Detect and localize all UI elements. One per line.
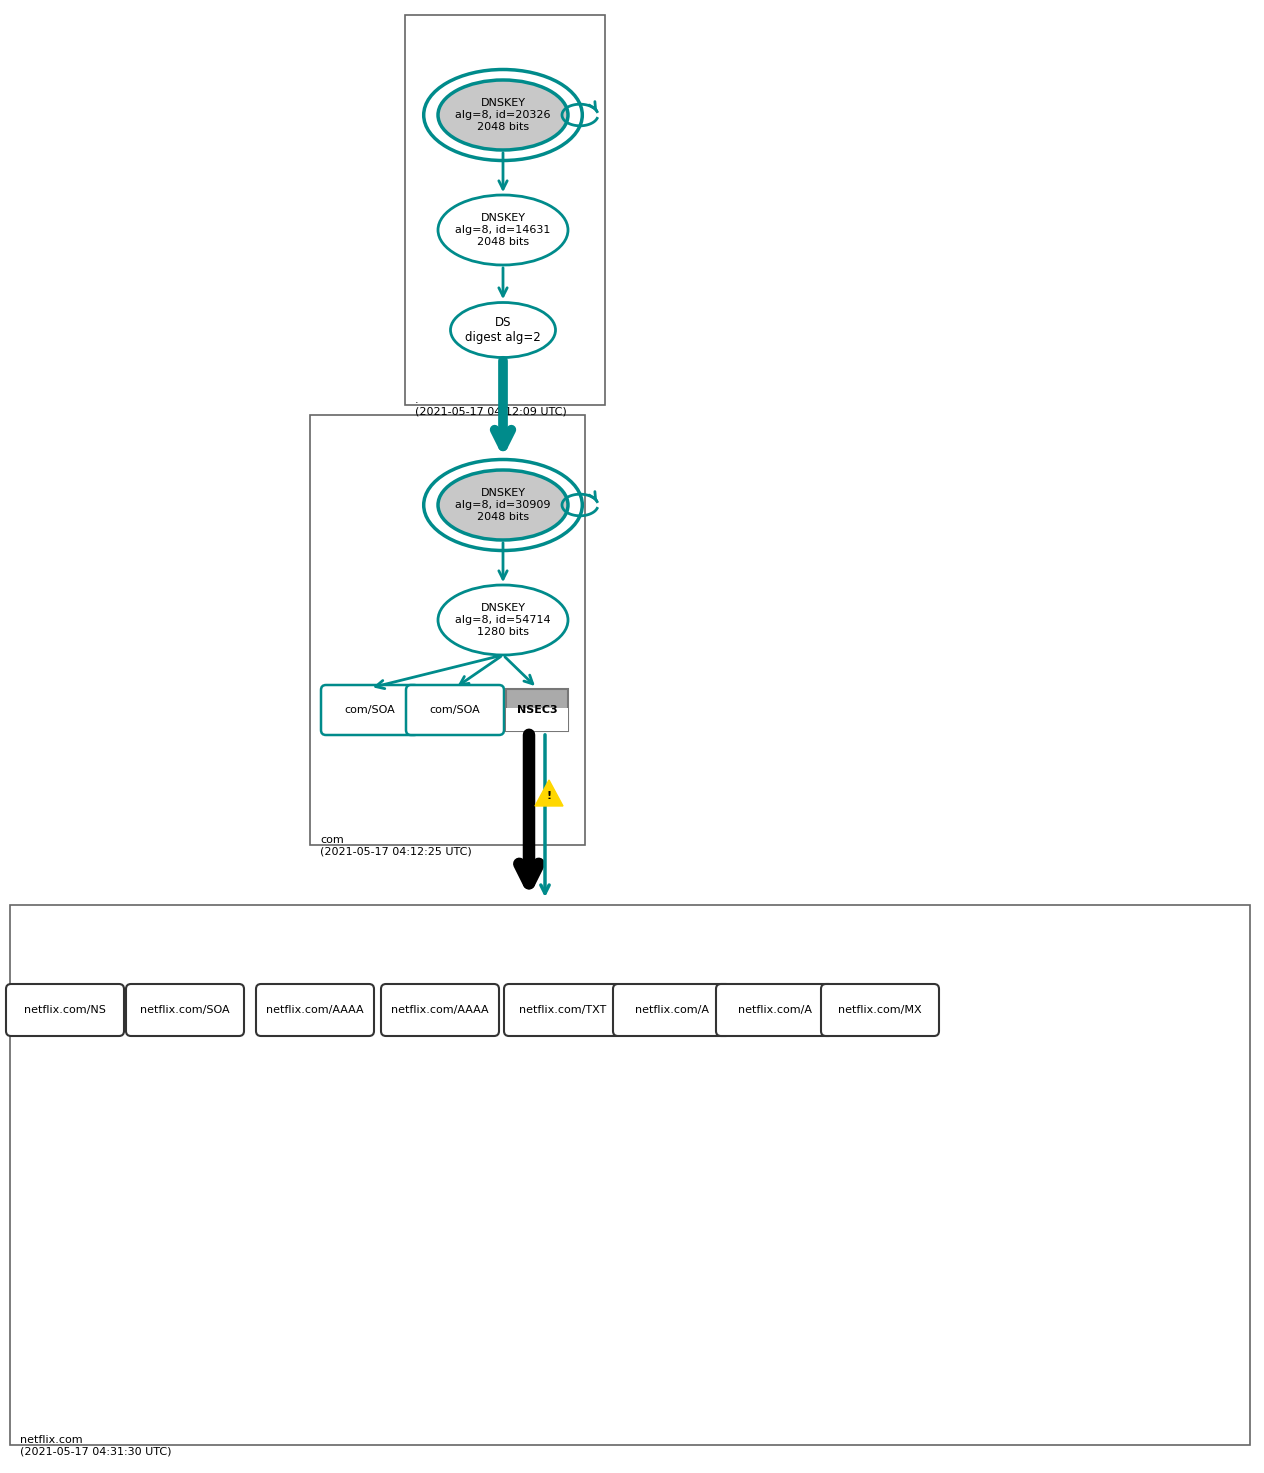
FancyBboxPatch shape <box>506 689 568 731</box>
FancyBboxPatch shape <box>126 984 244 1036</box>
Text: DNSKEY
alg=8, id=30909
2048 bits: DNSKEY alg=8, id=30909 2048 bits <box>455 489 551 521</box>
FancyBboxPatch shape <box>406 685 504 735</box>
Ellipse shape <box>439 80 568 150</box>
Text: com
(2021-05-17 04:12:25 UTC): com (2021-05-17 04:12:25 UTC) <box>320 835 471 857</box>
Text: DNSKEY
alg=8, id=54714
1280 bits: DNSKEY alg=8, id=54714 1280 bits <box>455 604 551 636</box>
Text: netflix.com/NS: netflix.com/NS <box>24 1005 106 1015</box>
Text: netflix.com/MX: netflix.com/MX <box>838 1005 921 1015</box>
Text: DNSKEY
alg=8, id=20326
2048 bits: DNSKEY alg=8, id=20326 2048 bits <box>455 99 551 131</box>
Text: netflix.com/A: netflix.com/A <box>635 1005 709 1015</box>
FancyBboxPatch shape <box>257 984 374 1036</box>
Text: netflix.com/AAAA: netflix.com/AAAA <box>267 1005 364 1015</box>
Text: com/SOA: com/SOA <box>430 706 480 714</box>
Text: netflix.com/SOA: netflix.com/SOA <box>140 1005 230 1015</box>
FancyBboxPatch shape <box>380 984 499 1036</box>
Text: NSEC3: NSEC3 <box>517 706 557 714</box>
FancyBboxPatch shape <box>613 984 731 1036</box>
Polygon shape <box>535 781 562 806</box>
Text: !: ! <box>546 791 551 801</box>
Ellipse shape <box>439 194 568 265</box>
Text: netflix.com
(2021-05-17 04:31:30 UTC): netflix.com (2021-05-17 04:31:30 UTC) <box>20 1435 172 1457</box>
FancyBboxPatch shape <box>310 415 585 846</box>
Ellipse shape <box>439 470 568 541</box>
FancyBboxPatch shape <box>10 904 1250 1445</box>
Text: netflix.com/A: netflix.com/A <box>738 1005 811 1015</box>
Text: DNSKEY
alg=8, id=14631
2048 bits: DNSKEY alg=8, id=14631 2048 bits <box>455 214 551 246</box>
FancyBboxPatch shape <box>321 685 418 735</box>
FancyBboxPatch shape <box>822 984 939 1036</box>
Ellipse shape <box>450 302 555 358</box>
Text: DS
digest alg=2: DS digest alg=2 <box>465 317 541 345</box>
Text: netflix.com/AAAA: netflix.com/AAAA <box>391 1005 489 1015</box>
Text: com/SOA: com/SOA <box>345 706 396 714</box>
FancyBboxPatch shape <box>404 15 605 405</box>
Text: netflix.com/TXT: netflix.com/TXT <box>520 1005 607 1015</box>
FancyBboxPatch shape <box>715 984 834 1036</box>
FancyBboxPatch shape <box>6 984 124 1036</box>
Ellipse shape <box>439 585 568 655</box>
Text: .
(2021-05-17 04:12:09 UTC): . (2021-05-17 04:12:09 UTC) <box>415 395 566 417</box>
FancyBboxPatch shape <box>506 709 568 731</box>
FancyBboxPatch shape <box>504 984 622 1036</box>
